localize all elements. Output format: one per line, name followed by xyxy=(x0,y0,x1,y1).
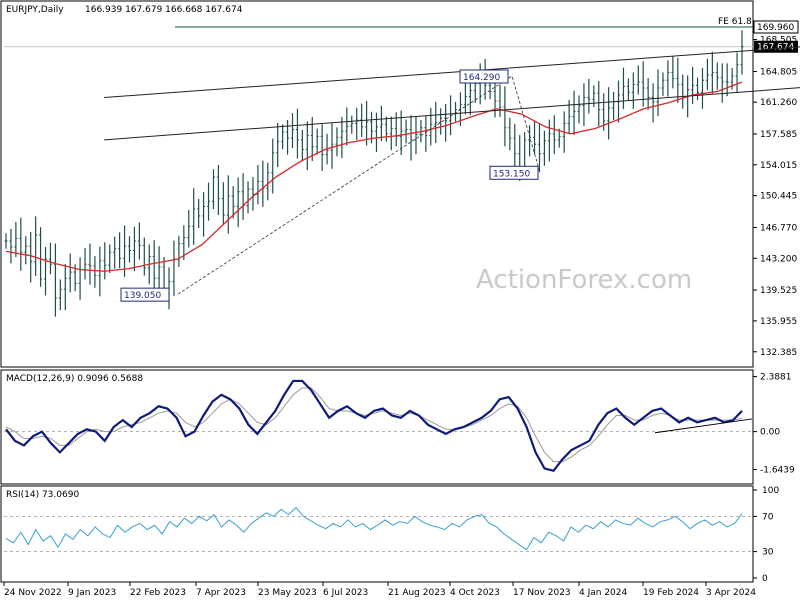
swing-label-box xyxy=(120,287,170,302)
x-tick-label: 17 Nov 2023 xyxy=(513,588,571,598)
rsi-tick-label: 70 xyxy=(762,512,774,522)
price-tick-label: 164.805 xyxy=(760,68,797,78)
rsi-title: RSI(14) 73.0690 xyxy=(6,490,79,500)
channel-lower-line xyxy=(104,87,800,141)
swing-label-box xyxy=(489,165,539,180)
rsi-tick-label: 30 xyxy=(762,548,774,558)
price-tick-label: 161.260 xyxy=(760,98,797,108)
macd-panel xyxy=(0,369,754,485)
x-tick-label: 23 May 2023 xyxy=(258,588,317,598)
price-tick-label: 146.770 xyxy=(760,223,797,233)
projection-dashed-line xyxy=(177,75,541,295)
macd-trendline xyxy=(654,418,753,434)
macd-line xyxy=(5,379,743,473)
rsi-tick-label: 0 xyxy=(762,574,768,584)
x-tick-label: 6 Jul 2023 xyxy=(323,588,368,598)
swing-label: 153.150 xyxy=(493,169,530,179)
price-tick-label: 143.200 xyxy=(760,254,797,264)
price-tick-label: 139.525 xyxy=(760,286,797,296)
x-tick-label: 22 Feb 2023 xyxy=(130,588,186,598)
price-tick-label: 135.955 xyxy=(760,317,797,327)
price-title: EURJPY,Daily xyxy=(6,5,64,15)
price-tick-label: 157.585 xyxy=(760,130,797,140)
swing-label-box xyxy=(459,69,509,84)
x-tick-label: 21 Aug 2023 xyxy=(388,588,446,598)
rsi-panel xyxy=(0,485,754,583)
fib-level-label: FE 61.8 xyxy=(718,17,752,27)
watermark: ActionForex.com xyxy=(476,265,692,295)
rsi-tick-label: 100 xyxy=(762,486,779,496)
price-panel xyxy=(0,0,754,368)
price-tick-label: 168.505 xyxy=(760,36,797,46)
rsi-line xyxy=(5,506,743,551)
moving-average-line xyxy=(5,81,743,272)
fib-price-box xyxy=(753,20,799,34)
x-tick-label: 4 Jan 2024 xyxy=(579,588,627,598)
swing-label: 139.050 xyxy=(124,291,161,301)
macd-tick-label: -1.6439 xyxy=(760,465,795,475)
current-price-label: 167.674 xyxy=(757,43,794,53)
price-tick-label: 132.385 xyxy=(760,348,797,358)
x-tick-label: 3 Apr 2024 xyxy=(706,588,756,598)
price-ohlc-readout: 166.939 167.679 166.668 167.674 xyxy=(85,5,243,15)
x-tick-label: 24 Nov 2022 xyxy=(4,588,62,598)
price-tick-label: 150.445 xyxy=(760,192,797,202)
swing-label: 164.290 xyxy=(463,73,500,83)
macd-tick-label: 0.00 xyxy=(760,428,780,438)
x-tick-label: 4 Oct 2023 xyxy=(450,588,500,598)
x-tick-label: 7 Apr 2023 xyxy=(196,588,246,598)
macd-title: MACD(12,26,9) 0.9096 0.5688 xyxy=(6,374,143,384)
x-tick-label: 9 Jan 2023 xyxy=(68,588,116,598)
fib-price-label: 169.960 xyxy=(757,23,794,33)
dynamic-layer: 132.385 135.955 139.525 143.200 146.770 150.4… xyxy=(3,17,800,598)
x-tick-label: 19 Feb 2024 xyxy=(643,588,699,598)
price-tick-label: 154.015 xyxy=(760,161,797,171)
macd-tick-label: 2.3881 xyxy=(760,373,792,383)
